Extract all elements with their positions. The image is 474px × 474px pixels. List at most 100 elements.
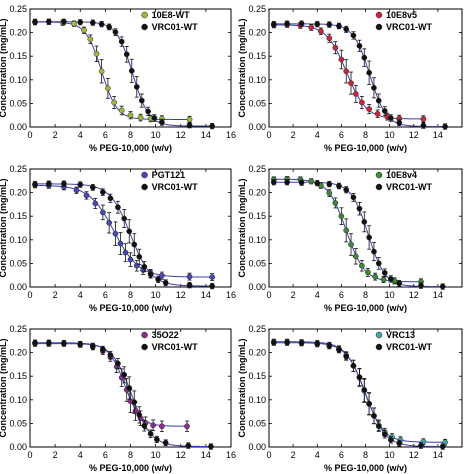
y-tick-label: 0.10 <box>9 395 27 405</box>
x-tick-label: 6 <box>103 130 108 140</box>
data-point <box>138 97 145 104</box>
data-point <box>336 23 342 29</box>
x-tick-label: 4 <box>78 290 83 300</box>
data-point <box>73 187 80 194</box>
data-point <box>375 423 382 430</box>
data-point <box>375 97 382 104</box>
plot-frame <box>268 168 463 288</box>
data-point <box>396 119 403 126</box>
legend-label: VRC01-WT <box>386 182 433 192</box>
y-tick-label: 0.15 <box>9 371 27 381</box>
x-axis-label: % PEG-10,000 (w/v) <box>89 143 172 153</box>
data-point <box>92 200 99 207</box>
data-point <box>106 219 112 226</box>
y-tick-label: 0.20 <box>9 348 27 358</box>
y-axis-label: Concentration (mg/mL) <box>0 179 8 278</box>
x-axis-label: % PEG-10,000 (w/v) <box>324 143 407 153</box>
legend-label: VRC01-WT <box>386 342 433 352</box>
data-point <box>126 385 133 391</box>
legend-label: 10E8v4 <box>386 170 417 180</box>
data-point <box>32 18 38 25</box>
data-point <box>366 106 372 112</box>
data-point <box>98 21 105 27</box>
data-point <box>348 80 354 86</box>
x-tick-label: 4 <box>315 450 320 460</box>
x-tick-label: 16 <box>226 130 236 140</box>
legend-label: VRC01-WT <box>152 342 199 352</box>
legend-label: 10E8-WT <box>152 10 191 20</box>
data-point <box>366 69 372 76</box>
data-point <box>159 119 165 126</box>
x-tick-label: 6 <box>103 290 108 300</box>
data-point <box>131 241 138 248</box>
y-tick-label: 0.20 <box>248 188 266 198</box>
data-point <box>136 412 143 418</box>
data-point <box>145 108 151 115</box>
legend-label: VRC01-WT <box>386 22 433 32</box>
y-axis-label: Concentration (mg/mL) <box>237 19 247 118</box>
data-point <box>118 107 125 114</box>
data-point <box>284 179 290 186</box>
x-tick-label: 8 <box>363 130 368 140</box>
x-tick-label: 0 <box>27 130 32 140</box>
legend-marker <box>375 171 383 179</box>
x-tick-label: 0 <box>266 130 271 140</box>
legend-marker <box>375 343 383 351</box>
data-point <box>374 110 381 117</box>
data-point <box>350 32 357 39</box>
data-point <box>121 371 128 378</box>
data-point <box>371 248 377 255</box>
data-point <box>117 240 124 247</box>
data-point <box>154 436 160 443</box>
data-point <box>442 123 448 130</box>
data-point <box>98 68 105 75</box>
data-point <box>284 20 290 27</box>
y-tick-label: 0.10 <box>248 395 266 405</box>
legend-marker <box>141 11 148 19</box>
data-point <box>77 181 84 188</box>
data-point <box>356 205 363 212</box>
y-tick-label: 0.00 <box>248 122 266 132</box>
data-point <box>356 42 363 49</box>
data-point <box>141 422 148 429</box>
x-tick-label: 0 <box>27 450 32 460</box>
y-tick-label: 0.10 <box>9 235 27 245</box>
data-point <box>343 68 350 75</box>
data-point <box>270 339 277 346</box>
x-tick-label: 2 <box>53 450 58 460</box>
data-point <box>32 339 38 346</box>
data-point <box>209 274 216 280</box>
data-point <box>147 430 154 437</box>
data-point <box>186 273 193 280</box>
x-axis-label: % PEG-10,000 (w/v) <box>324 303 407 313</box>
x-tick-label: 14 <box>201 130 211 140</box>
data-point <box>318 28 324 35</box>
x-tick-label: 14 <box>201 290 211 300</box>
data-point <box>381 269 388 276</box>
data-point <box>89 19 96 26</box>
data-point <box>314 341 321 347</box>
data-point <box>381 108 388 114</box>
x-tick-label: 10 <box>151 450 161 460</box>
data-point <box>162 439 169 446</box>
x-tick-label: 2 <box>53 130 58 140</box>
y-tick-label: 0.10 <box>9 75 27 85</box>
data-point <box>365 269 371 276</box>
chart-panel-4: 0 2 4 6 8 10 12 14 0.00 0.05 0.10 0.15 0.20 0.25 % PEG… <box>237 164 463 313</box>
data-point <box>105 85 111 92</box>
data-point <box>185 442 192 449</box>
data-point <box>61 180 67 187</box>
data-point <box>93 50 100 57</box>
y-tick-label: 0.05 <box>9 418 27 428</box>
x-tick-label: 8 <box>128 450 133 460</box>
data-point <box>61 18 67 25</box>
y-tick-label: 0.25 <box>9 4 27 14</box>
data-point <box>151 115 158 121</box>
y-axis-label: Concentration (mg/mL) <box>0 19 8 118</box>
chart-panel-2: 0 2 4 6 8 10 12 14 0.00 0.05 0.10 0.15 0.20 0.25 % PEG… <box>237 4 463 153</box>
x-tick-label: 4 <box>78 450 83 460</box>
data-point <box>126 228 133 235</box>
data-point <box>89 343 96 349</box>
data-point <box>159 272 165 279</box>
x-tick-label: 10 <box>151 130 161 140</box>
